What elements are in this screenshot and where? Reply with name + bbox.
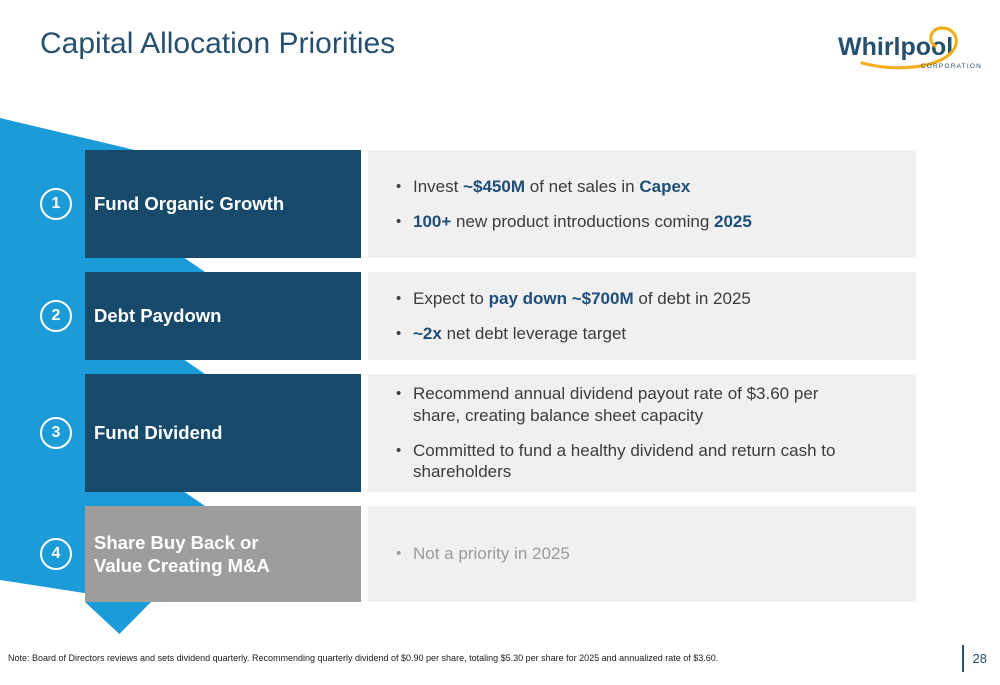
bullet-text-segment: Expect to	[413, 288, 489, 308]
priority-row-2: 2 Debt Paydown • Expect to pay down ~$700M …	[0, 272, 1000, 374]
footnote: Note: Board of Directors reviews and set…	[8, 653, 719, 663]
logo-subtext: CORPORATION	[921, 63, 982, 70]
priority-number-badge: 3	[40, 417, 72, 449]
bullet-text-segment: Not a priority in 2025	[413, 544, 570, 564]
whirlpool-logo: Whirlpool CORPORATION	[838, 26, 982, 70]
bullet-text-segment: of net sales in	[525, 176, 640, 196]
bullet-text-emphasis: 100+	[413, 211, 452, 231]
priority-row-3: 3 Fund Dividend • Recommend annual dividend…	[0, 374, 1000, 506]
page-number-divider	[961, 645, 964, 672]
page-number: 28	[972, 651, 987, 666]
priority-details-panel: • Not a priority in 2025	[368, 506, 916, 602]
bullet-item: • Expect to pay down ~$700M of debt in 20…	[396, 288, 896, 310]
priority-details-panel: • Recommend annual dividend payout rate o…	[368, 374, 916, 492]
priority-label: Fund Organic Growth	[94, 193, 285, 215]
bullet-text-segment: Committed to fund a healthy dividend and…	[413, 440, 836, 482]
bullet-item: • ~2x net debt leverage target	[396, 323, 896, 345]
bullet-marker: •	[396, 441, 402, 459]
bullet-item: • Invest ~$450M of net sales in Capex	[396, 176, 896, 198]
flow-chevron	[85, 492, 205, 506]
bullet-text: 100+ new product introductions coming 20…	[413, 211, 752, 233]
bullet-text-emphasis: pay down ~$700M	[488, 288, 634, 308]
priorities-list: 1 Fund Organic Growth • Invest ~$450M of ne…	[0, 150, 1000, 634]
bullet-item: • Not a priority in 2025	[396, 543, 896, 565]
bullet-text: Committed to fund a healthy dividend and…	[413, 440, 868, 484]
priority-row-1: 1 Fund Organic Growth • Invest ~$450M of ne…	[0, 150, 1000, 272]
bullet-text-segment: net debt leverage target	[441, 323, 627, 343]
bullet-marker: •	[396, 212, 402, 230]
priority-label: Debt Paydown	[94, 305, 222, 327]
bullet-marker: •	[396, 324, 402, 342]
bullet-text: Invest ~$450M of net sales in Capex	[413, 176, 690, 198]
bullet-item: • Recommend annual dividend payout rate o…	[396, 383, 896, 427]
bullet-text-emphasis: Capex	[639, 176, 691, 196]
ribbon-tail	[85, 602, 151, 634]
bullet-text-segment: Recommend annual dividend payout rate of…	[413, 384, 819, 425]
bullet-item: • 100+ new product introductions coming 2…	[396, 211, 896, 233]
priority-row-4: 4 Share Buy Back or Value Creating M&A • No…	[0, 506, 1000, 634]
slide-title: Capital Allocation Priorities	[40, 27, 396, 60]
priority-details-panel: • Invest ~$450M of net sales in Capex • 100…	[368, 150, 916, 258]
bullet-text-segment: of debt in 2025	[633, 288, 751, 308]
bullet-text-segment: Invest	[413, 176, 464, 196]
logo-swoosh-icon	[860, 26, 958, 70]
priority-label: Fund Dividend	[94, 422, 223, 444]
priority-number-badge: 1	[40, 188, 72, 220]
bullet-item: • Committed to fund a healthy dividend an…	[396, 440, 896, 484]
bullet-text-emphasis: ~$450M	[463, 176, 526, 196]
priority-details-panel: • Expect to pay down ~$700M of debt in 20…	[368, 272, 916, 360]
bullet-text: ~2x net debt leverage target	[413, 323, 626, 345]
bullet-text-emphasis: ~2x	[413, 323, 442, 343]
bullet-text: Recommend annual dividend payout rate of…	[413, 383, 868, 427]
priority-number-badge: 4	[40, 538, 72, 570]
bullet-text: Not a priority in 2025	[413, 543, 570, 565]
priority-label-box: Fund Organic Growth	[85, 150, 361, 258]
flow-chevron	[85, 360, 205, 374]
bullet-marker: •	[396, 385, 402, 402]
priority-number-badge: 2	[40, 300, 72, 332]
bullet-marker: •	[396, 289, 402, 307]
bullet-marker: •	[396, 177, 402, 195]
priority-label-box: Share Buy Back or Value Creating M&A	[85, 506, 361, 602]
bullet-text: Expect to pay down ~$700M of debt in 202…	[413, 288, 751, 310]
page-number-block: 28	[961, 645, 987, 672]
priority-label: Share Buy Back or Value Creating M&A	[94, 531, 270, 576]
priority-label-box: Fund Dividend	[85, 374, 361, 492]
bullet-marker: •	[396, 545, 402, 563]
flow-chevron	[85, 258, 205, 272]
bullet-text-emphasis: 2025	[714, 211, 752, 231]
priority-label-box: Debt Paydown	[85, 272, 361, 360]
bullet-text-segment: new product introductions coming	[451, 211, 714, 231]
